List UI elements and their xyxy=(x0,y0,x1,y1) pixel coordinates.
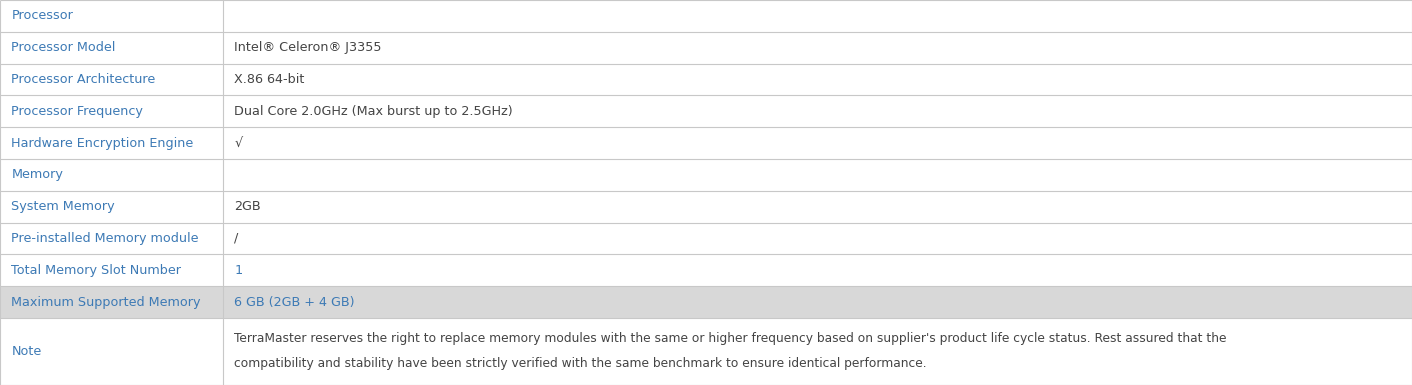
Text: Maximum Supported Memory: Maximum Supported Memory xyxy=(11,296,201,308)
Bar xyxy=(0,127,1412,159)
Text: Dual Core 2.0GHz (Max burst up to 2.5GHz): Dual Core 2.0GHz (Max burst up to 2.5GHz… xyxy=(234,105,513,118)
Text: 6 GB (2GB + 4 GB): 6 GB (2GB + 4 GB) xyxy=(234,296,354,308)
Text: /: / xyxy=(234,232,239,245)
Bar xyxy=(0,286,1412,318)
Text: Hardware Encryption Engine: Hardware Encryption Engine xyxy=(11,137,193,150)
Bar xyxy=(0,95,1412,127)
Bar xyxy=(0,159,1412,191)
Text: compatibility and stability have been strictly verified with the same benchmark : compatibility and stability have been st… xyxy=(234,357,928,370)
Text: TerraMaster reserves the right to replace memory modules with the same or higher: TerraMaster reserves the right to replac… xyxy=(234,331,1227,345)
Bar xyxy=(0,64,1412,95)
Text: Processor Model: Processor Model xyxy=(11,41,116,54)
Text: Processor: Processor xyxy=(11,9,73,22)
Text: Note: Note xyxy=(11,345,41,358)
Bar xyxy=(0,318,1412,385)
Text: 2GB: 2GB xyxy=(234,200,261,213)
Text: X.86 64-bit: X.86 64-bit xyxy=(234,73,305,86)
Text: System Memory: System Memory xyxy=(11,200,114,213)
Bar xyxy=(0,223,1412,254)
Bar xyxy=(0,32,1412,64)
Text: Pre-installed Memory module: Pre-installed Memory module xyxy=(11,232,199,245)
Bar xyxy=(0,191,1412,223)
Text: Total Memory Slot Number: Total Memory Slot Number xyxy=(11,264,181,277)
Text: Intel® Celeron® J3355: Intel® Celeron® J3355 xyxy=(234,41,381,54)
Text: √: √ xyxy=(234,137,243,150)
Bar xyxy=(0,0,1412,32)
Text: 1: 1 xyxy=(234,264,243,277)
Text: Processor Frequency: Processor Frequency xyxy=(11,105,143,118)
Bar xyxy=(0,254,1412,286)
Text: Memory: Memory xyxy=(11,168,64,181)
Text: Processor Architecture: Processor Architecture xyxy=(11,73,155,86)
